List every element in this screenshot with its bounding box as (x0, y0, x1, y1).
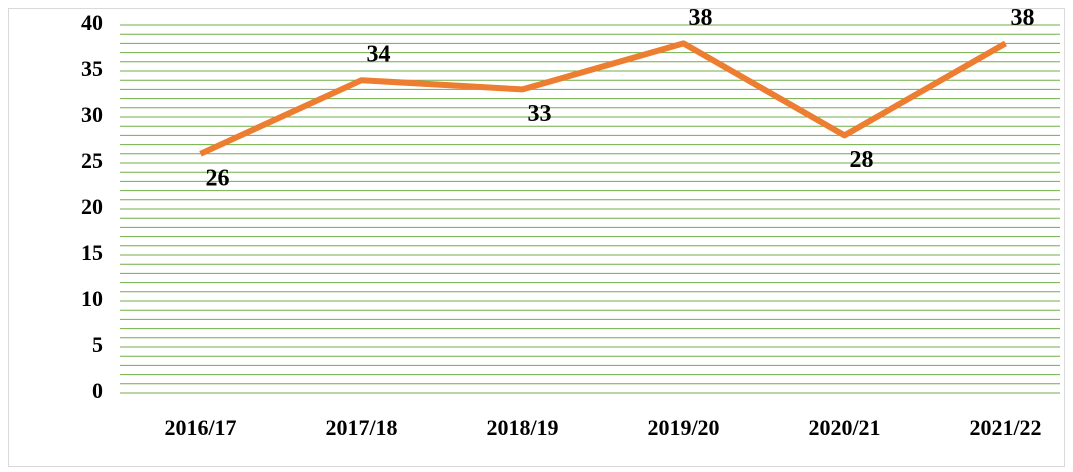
y-tick-label: 35 (81, 56, 103, 81)
data-label: 38 (689, 5, 713, 31)
data-label: 34 (367, 42, 391, 68)
data-label: 28 (850, 147, 874, 173)
y-tick-label: 30 (81, 102, 103, 127)
y-tick-label: 25 (81, 148, 103, 173)
line-series (199, 40, 1007, 157)
x-tick-label: 2017/18 (325, 415, 397, 440)
x-tick-label: 2021/22 (969, 415, 1041, 440)
x-tick-label: 2018/19 (486, 415, 558, 440)
y-tick-label: 10 (81, 286, 103, 311)
data-label: 38 (1011, 5, 1035, 31)
y-tick-label: 40 (81, 10, 103, 35)
y-tick-label: 20 (81, 194, 103, 219)
y-tick-label: 0 (92, 378, 103, 403)
data-label: 33 (528, 101, 552, 127)
chart-border (8, 8, 1065, 467)
x-tick-label: 2019/20 (647, 415, 719, 440)
data-label: 26 (206, 165, 230, 191)
x-tick-label: 2020/21 (808, 415, 880, 440)
x-tick-label: 2016/17 (164, 415, 236, 440)
y-tick-label: 5 (92, 332, 103, 357)
y-tick-label: 15 (81, 240, 103, 265)
